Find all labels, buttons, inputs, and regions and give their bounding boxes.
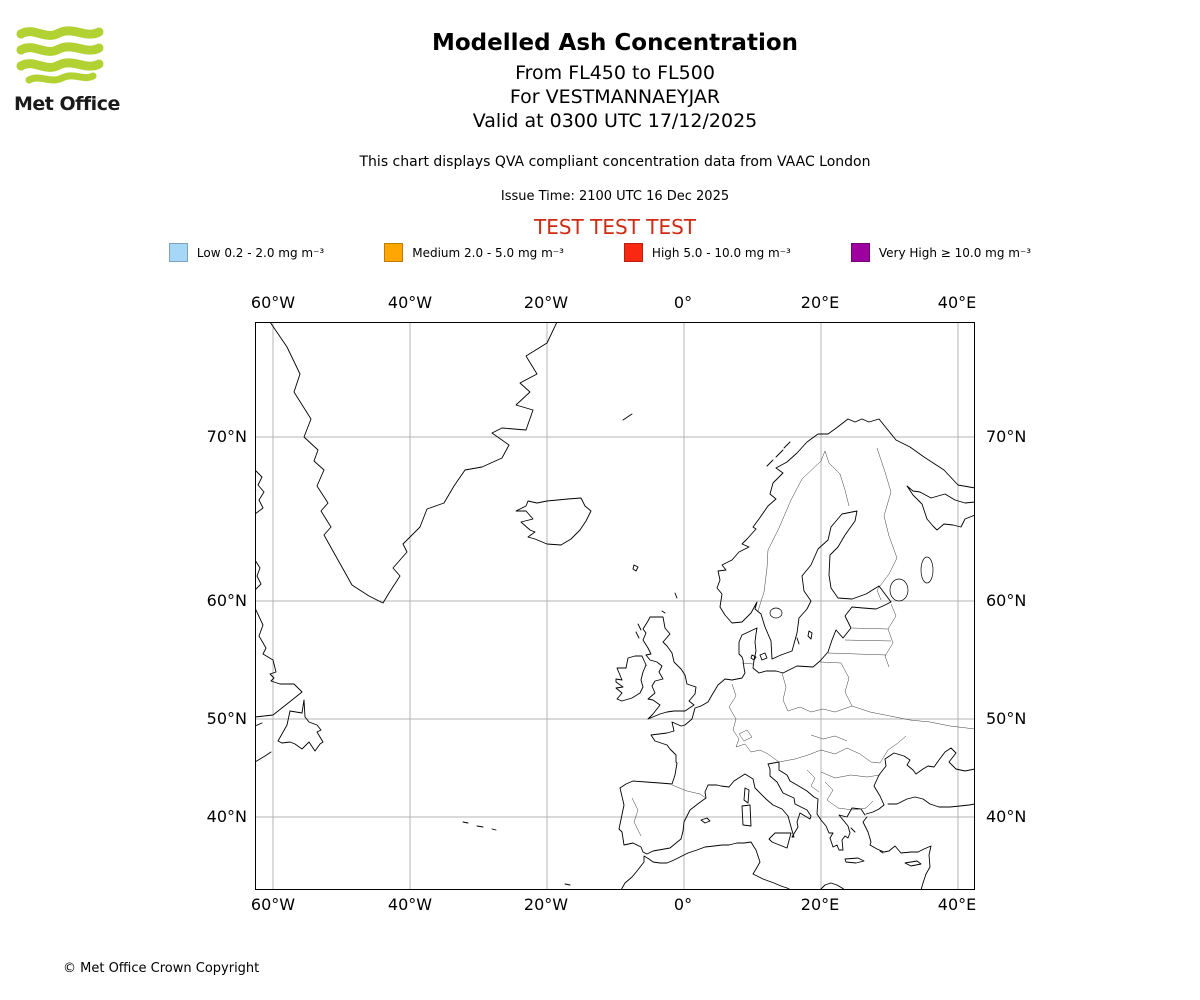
- lat-tick-right: 50°N: [986, 709, 1027, 728]
- high-swatch: [623, 243, 643, 262]
- cyprus: [904, 860, 922, 867]
- flight-level-subtitle: From FL450 to FL500: [515, 62, 715, 84]
- rhodes: [879, 850, 884, 854]
- lon-tick-bottom: 40°E: [937, 895, 977, 914]
- labrador-coast: [254, 607, 303, 718]
- greenland-coastline: [269, 321, 558, 604]
- baffin-island-coast: [254, 559, 262, 591]
- hebrides: [635, 631, 640, 639]
- baltic-islands: [750, 630, 813, 661]
- legend-item-high: High 5.0 - 10.0 mg m⁻³: [623, 243, 791, 262]
- lon-tick-bottom: 0°: [673, 895, 693, 914]
- lat-tick-right: 40°N: [986, 807, 1027, 826]
- shetland: [674, 592, 678, 599]
- test-banner: TEST TEST TEST: [533, 215, 696, 239]
- iceland: [515, 497, 592, 546]
- low-swatch: [168, 243, 188, 262]
- turkey-black-sea-coast: [887, 796, 976, 808]
- vesteralen: [783, 441, 791, 449]
- concentration-legend: Low 0.2 - 2.0 mg m⁻³ Medium 2.0 - 5.0 mg…: [0, 243, 1200, 262]
- lon-tick-bottom: 20°E: [800, 895, 840, 914]
- met-office-logo: Met Office: [14, 24, 134, 115]
- azores: [476, 825, 484, 828]
- white-sea-coast: [906, 485, 976, 531]
- mallorca: [700, 817, 711, 824]
- lat-tick-left: 50°N: [206, 709, 247, 728]
- issue-time: Issue Time: 2100 UTC 16 Dec 2025: [500, 189, 730, 204]
- corsica: [743, 787, 750, 804]
- lon-tick-bottom: 20°W: [523, 895, 569, 914]
- valid-time-subtitle: Valid at 0300 UTC 17/12/2025: [472, 110, 758, 132]
- very-high-label: Very High ≥ 10.0 mg m⁻³: [878, 245, 1032, 260]
- great-britain: [642, 616, 697, 720]
- newfoundland: [277, 699, 324, 752]
- medium-swatch: [384, 243, 404, 262]
- mediterranean-islands: [700, 787, 922, 867]
- header: Modelled Ash Concentration From FL450 to…: [15, 30, 1200, 239]
- lon-tick-bottom: 60°W: [250, 895, 296, 914]
- map-area: [254, 321, 976, 891]
- north-africa-coast: [620, 841, 792, 891]
- lon-tick-top: 20°W: [523, 293, 569, 312]
- lake-vanern: [769, 607, 783, 619]
- low-label: Low 0.2 - 2.0 mg m⁻³: [196, 245, 325, 260]
- hebrides: [637, 623, 642, 631]
- graticule: [255, 322, 975, 890]
- lake-onega: [920, 556, 934, 584]
- lat-tick-right: 70°N: [986, 427, 1027, 446]
- anatolia-levant-coast: [862, 816, 932, 891]
- nova-scotia-coast: [254, 751, 272, 763]
- lon-tick-top: 60°W: [250, 293, 296, 312]
- azores: [491, 828, 497, 831]
- volcano-subtitle: For VESTMANNAEYJAR: [509, 86, 721, 108]
- jan-mayen: [622, 413, 633, 421]
- baffin-island-coast: [254, 469, 265, 515]
- lat-tick-right: 60°N: [986, 591, 1027, 610]
- lofoten: [775, 449, 784, 458]
- map-frame: [255, 322, 975, 890]
- copyright-notice: © Met Office Crown Copyright: [63, 961, 260, 976]
- ireland: [615, 655, 647, 702]
- high-label: High 5.0 - 10.0 mg m⁻³: [651, 245, 791, 260]
- sicily: [768, 832, 792, 849]
- coastlines: [254, 321, 976, 891]
- faroe-islands: [632, 564, 639, 572]
- medium-label: Medium 2.0 - 5.0 mg m⁻³: [412, 245, 564, 260]
- black-sea-west-north-coast: [873, 747, 976, 806]
- lat-tick-left: 60°N: [206, 591, 247, 610]
- logo-wordmark: Met Office: [14, 93, 120, 115]
- legend-item-low: Low 0.2 - 2.0 mg m⁻³: [168, 243, 325, 262]
- lat-tick-left: 40°N: [206, 807, 247, 826]
- lat-tick-left: 70°N: [206, 427, 247, 446]
- europe-north-atlantic-map: [254, 321, 976, 891]
- very-high-swatch: [850, 243, 870, 262]
- cyrenaica-coast: [819, 882, 846, 891]
- lofoten: [766, 459, 774, 467]
- met-office-waves-icon: [16, 26, 104, 84]
- euboea: [850, 827, 856, 833]
- sardinia: [741, 804, 752, 827]
- page-title: Modelled Ash Concentration: [431, 30, 799, 56]
- legend-item-medium: Medium 2.0 - 5.0 mg m⁻³: [384, 243, 564, 262]
- lon-tick-bottom: 40°W: [387, 895, 433, 914]
- qva-description: This chart displays QVA compliant concen…: [359, 154, 871, 170]
- lon-tick-top: 0°: [673, 293, 693, 312]
- azores: [462, 821, 469, 824]
- marmara-north-coast: [865, 804, 885, 815]
- anticosti-coast: [254, 722, 263, 727]
- country-borders: [631, 447, 976, 837]
- europe-mainland-coastline: [618, 418, 976, 855]
- lon-tick-top: 20°E: [800, 293, 840, 312]
- legend-item-very-high: Very High ≥ 10.0 mg m⁻³: [850, 243, 1032, 262]
- lon-tick-top: 40°E: [937, 293, 977, 312]
- atlantic-islands: [462, 821, 571, 886]
- orkney: [661, 610, 666, 614]
- madeira: [564, 883, 571, 886]
- lake-ladoga: [889, 578, 909, 602]
- lakes: [769, 556, 934, 619]
- lon-tick-top: 40°W: [387, 293, 433, 312]
- crete: [844, 857, 865, 864]
